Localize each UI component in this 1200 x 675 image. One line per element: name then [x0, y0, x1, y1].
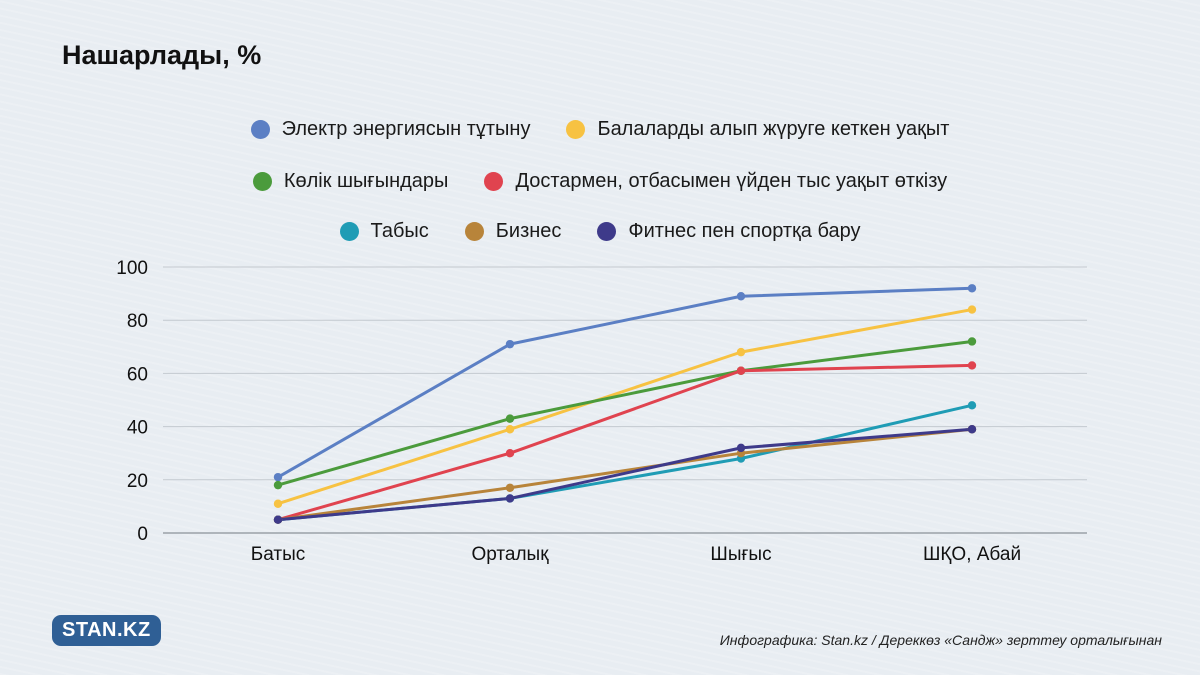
- series-line-2: [276, 339, 974, 487]
- legend-dot: [484, 172, 504, 191]
- legend-dot: [464, 222, 484, 241]
- series-line-4: [276, 403, 974, 522]
- legend-label: Табыс: [370, 220, 429, 242]
- data-point-0-2: [736, 292, 746, 301]
- legend-item-children-time: Балаларды алып жүруге кеткен уақыт: [566, 118, 949, 141]
- y-tick-label: 60: [127, 364, 148, 385]
- data-point-6-0: [273, 515, 283, 524]
- source-credit: Инфографика: Stan.kz / Дереккөз «Сандж» …: [719, 632, 1162, 648]
- legend-dot: [566, 120, 586, 139]
- legend-row-2: Көлік шығындары Достармен, отбасымен үйд…: [0, 170, 1200, 193]
- legend-item-friends-family: Достармен, отбасымен үйден тыс уақыт өтк…: [484, 170, 947, 193]
- data-point-1-1: [505, 425, 515, 434]
- y-tick-label: 100: [116, 258, 148, 279]
- legend-item-business: Бизнес: [464, 220, 562, 243]
- data-point-5-1: [505, 483, 515, 492]
- data-point-3-1: [505, 449, 515, 458]
- x-tick-label: ШҚО, Абай: [923, 544, 1021, 565]
- data-point-2-0: [273, 480, 283, 490]
- data-point-3-2: [736, 366, 746, 375]
- y-tick-label: 80: [127, 311, 148, 332]
- data-point-6-2: [736, 443, 746, 453]
- series-line-3: [276, 363, 974, 522]
- data-point-1-3: [967, 305, 977, 314]
- legend-item-transport: Көлік шығындары: [252, 170, 449, 193]
- legend-row-1: Электр энергиясын тұтыну Балаларды алып …: [0, 118, 1200, 141]
- data-point-2-1: [505, 414, 515, 423]
- data-point-3-3: [967, 361, 977, 370]
- y-tick-label: 20: [127, 471, 148, 492]
- legend-dot: [252, 172, 272, 191]
- data-point-2-3: [967, 337, 977, 346]
- data-point-4-3: [967, 401, 977, 410]
- y-tick-label: 0: [137, 524, 148, 545]
- legend-dot: [250, 120, 270, 139]
- series-line-5: [276, 427, 974, 522]
- legend-label: Бизнес: [495, 220, 562, 242]
- y-tick-label: 40: [127, 418, 148, 439]
- legend-label: Электр энергиясын тұтыну: [281, 118, 531, 140]
- x-tick-label: Орталық: [471, 544, 549, 565]
- data-point-0-1: [505, 339, 515, 349]
- legend-label: Балаларды алып жүруге кеткен уақыт: [597, 118, 950, 140]
- legend-label: Көлік шығындары: [283, 170, 449, 192]
- data-point-1-0: [273, 499, 283, 508]
- series-line-1: [276, 308, 974, 506]
- legend-item-income: Табыс: [339, 220, 429, 243]
- data-point-0-0: [273, 472, 283, 482]
- data-point-6-3: [967, 425, 977, 434]
- legend-dot: [597, 222, 617, 241]
- data-point-6-1: [505, 494, 515, 503]
- legend-label: Фитнес пен спортқа бару: [628, 220, 861, 242]
- stan-kz-logo: STAN.KZ: [52, 615, 161, 646]
- legend-label: Достармен, отбасымен үйден тыс уақыт өтк…: [515, 170, 948, 192]
- series-line-6: [276, 427, 974, 522]
- x-tick-label: Шығыс: [710, 544, 771, 565]
- data-point-0-3: [967, 284, 977, 293]
- chart-title: Нашарлады, %: [62, 40, 262, 70]
- legend-item-fitness: Фитнес пен спортқа бару: [597, 220, 860, 243]
- data-point-1-2: [736, 347, 746, 357]
- x-tick-label: Батыс: [251, 544, 305, 565]
- legend-item-electricity: Электр энергиясын тұтыну: [250, 118, 531, 141]
- legend-dot: [339, 222, 359, 241]
- legend-row-3: Табыс Бизнес Фитнес пен спортқа бару: [0, 220, 1200, 243]
- series-line-0: [276, 286, 974, 479]
